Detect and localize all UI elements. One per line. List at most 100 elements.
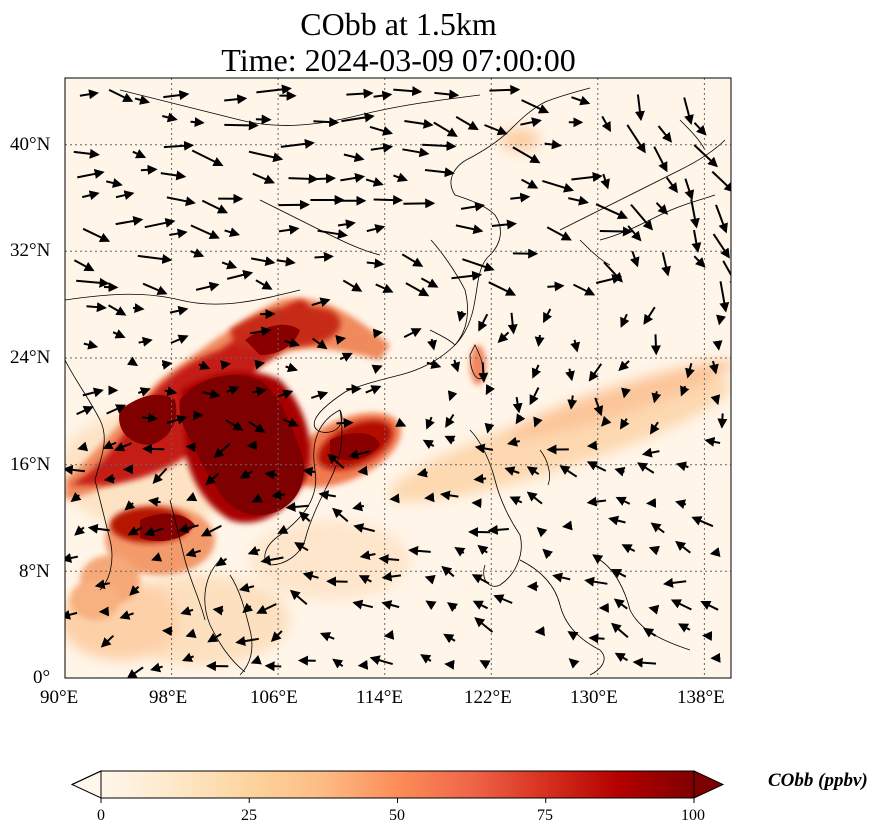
wind-arrow bbox=[424, 492, 435, 503]
wind-arrow bbox=[161, 359, 173, 370]
wind-arrow bbox=[74, 525, 86, 536]
wind-arrow bbox=[65, 609, 78, 620]
wind-arrow bbox=[366, 224, 386, 234]
wind-arrow bbox=[250, 256, 276, 267]
wind-arrow bbox=[65, 464, 86, 475]
wind-arrow bbox=[200, 524, 222, 537]
wind-arrow bbox=[493, 594, 513, 604]
wind-arrow bbox=[477, 544, 489, 555]
wind-arrow bbox=[479, 660, 491, 670]
wind-arrow bbox=[491, 219, 517, 230]
wind-arrow bbox=[134, 95, 151, 105]
wind-arrow bbox=[570, 339, 581, 353]
wind-arrow bbox=[82, 387, 104, 398]
wind-arrow bbox=[142, 412, 159, 423]
wind-arrow bbox=[586, 461, 607, 472]
wind-arrow bbox=[643, 627, 657, 638]
wind-arrow bbox=[212, 605, 224, 616]
wind-arrow bbox=[224, 227, 241, 237]
wind-arrow bbox=[531, 364, 542, 379]
wind-arrow bbox=[70, 491, 82, 503]
wind-arrow bbox=[393, 86, 423, 97]
wind-arrow bbox=[651, 391, 662, 404]
wind-arrow bbox=[317, 229, 348, 239]
wind-arrow bbox=[332, 507, 349, 523]
wind-arrow bbox=[683, 97, 694, 126]
wind-arrow bbox=[643, 306, 656, 325]
wind-arrow bbox=[148, 496, 161, 507]
wind-arrow bbox=[124, 500, 136, 511]
wind-arrow bbox=[162, 112, 178, 123]
wind-arrow bbox=[627, 225, 642, 242]
wind-arrow bbox=[619, 418, 630, 430]
wind-arrow bbox=[115, 190, 135, 201]
wind-arrow bbox=[568, 195, 589, 206]
wind-arrow bbox=[634, 94, 645, 122]
wind-arrow bbox=[373, 90, 393, 101]
wind-arrow bbox=[389, 493, 400, 504]
wind-arrow bbox=[680, 385, 690, 397]
wind-arrow bbox=[426, 359, 442, 369]
wind-arrow bbox=[255, 279, 273, 290]
wind-arrow bbox=[224, 94, 248, 105]
wind-arrow bbox=[595, 274, 623, 284]
wind-arrow bbox=[137, 254, 173, 264]
wind-arrow bbox=[198, 360, 211, 370]
wind-arrow bbox=[77, 168, 105, 179]
wind-arrow bbox=[454, 547, 466, 557]
wind-arrow bbox=[614, 466, 626, 477]
wind-arrow bbox=[313, 117, 340, 128]
wind-arrow bbox=[655, 202, 669, 215]
wind-arrow bbox=[249, 326, 272, 337]
wind-arrow bbox=[455, 224, 484, 235]
wind-arrow bbox=[474, 617, 494, 633]
wind-arrow bbox=[547, 281, 565, 292]
wind-arrow bbox=[439, 490, 459, 501]
wind-arrow bbox=[285, 501, 309, 512]
wind-arrow bbox=[542, 548, 554, 560]
wind-arrow bbox=[648, 545, 660, 556]
wind-arrow bbox=[195, 281, 220, 292]
wind-arrow bbox=[650, 334, 661, 356]
wind-arrow bbox=[239, 469, 253, 479]
wind-arrow bbox=[225, 419, 244, 431]
wind-arrow bbox=[567, 631, 579, 641]
lon-tick: 98°E bbox=[149, 687, 188, 708]
wind-arrow bbox=[177, 523, 199, 534]
wind-arrow bbox=[170, 334, 189, 345]
wind-arrow bbox=[663, 577, 687, 588]
wind-arrow bbox=[424, 167, 455, 178]
wind-arrow bbox=[552, 572, 571, 583]
lon-tick: 90°E bbox=[40, 687, 79, 708]
wind-arrow bbox=[529, 387, 540, 406]
wind-arrow bbox=[586, 440, 598, 451]
colorbar-tick-label: 100 bbox=[681, 807, 705, 824]
wind-arrow bbox=[700, 600, 719, 611]
wind-arrow bbox=[83, 339, 99, 350]
wind-arrow bbox=[186, 491, 198, 502]
wind-arrow bbox=[314, 251, 334, 262]
wind-arrow bbox=[648, 604, 660, 615]
wind-arrow bbox=[546, 226, 572, 241]
wind-arrow bbox=[264, 469, 278, 480]
wind-arrow bbox=[567, 395, 578, 410]
wind-arrow bbox=[615, 496, 631, 506]
wind-arrow bbox=[372, 328, 384, 339]
wind-arrow bbox=[164, 386, 178, 397]
wind-arrow bbox=[191, 149, 224, 167]
wind-arrow bbox=[620, 313, 630, 328]
wind-arrow bbox=[600, 173, 610, 190]
colorbar-tick-label: 0 bbox=[97, 807, 105, 824]
wind-arrow bbox=[521, 178, 539, 189]
wind-arrow bbox=[711, 170, 731, 193]
wind-arrow bbox=[716, 314, 726, 326]
wind-arrow bbox=[610, 622, 629, 639]
wind-vectors bbox=[65, 84, 731, 678]
wind-arrow bbox=[76, 277, 110, 288]
wind-arrow bbox=[226, 385, 240, 396]
wind-arrow bbox=[689, 199, 700, 229]
wind-arrow bbox=[100, 634, 115, 648]
wind-arrow bbox=[348, 449, 371, 460]
wind-arrow bbox=[534, 626, 545, 637]
wind-arrow bbox=[717, 413, 728, 429]
